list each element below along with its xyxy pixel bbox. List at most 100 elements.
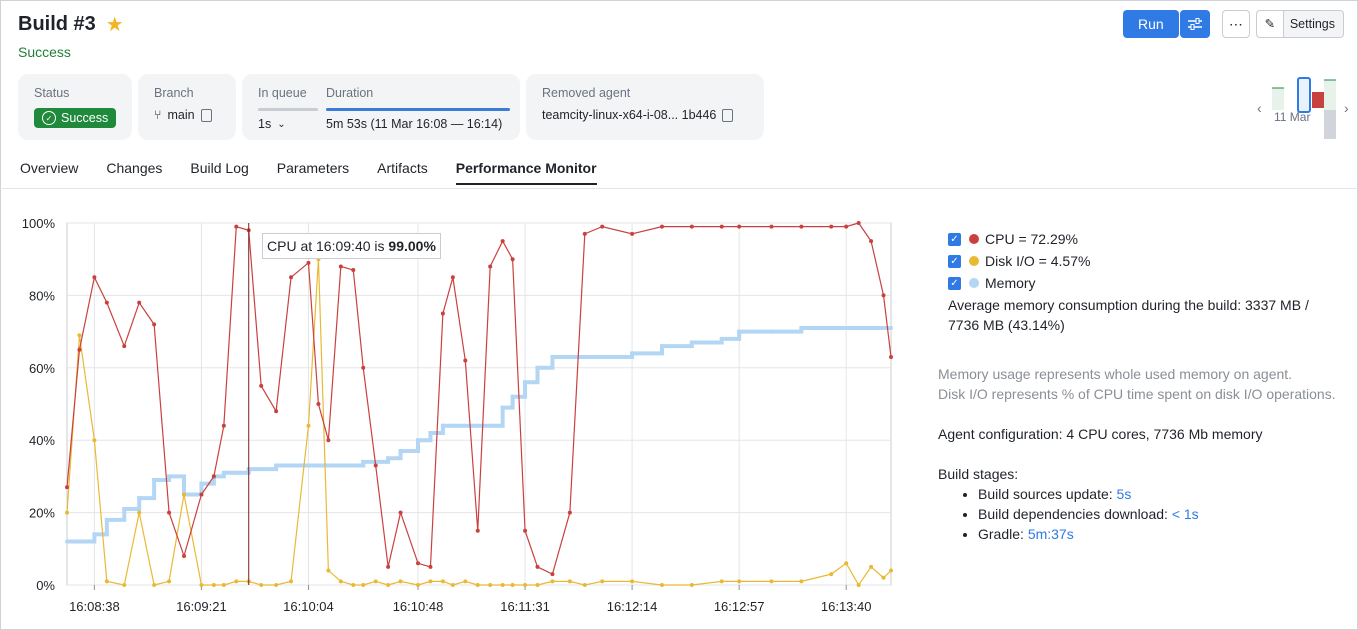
status-card: Status ✓ Success [18, 74, 132, 140]
cpu-point [167, 510, 172, 515]
cpu-point [523, 528, 528, 533]
memory-point [844, 325, 849, 330]
disk-io-point [386, 583, 391, 587]
cpu-point [428, 564, 433, 569]
copy-icon[interactable] [200, 108, 212, 122]
cpu-point [769, 224, 774, 229]
stage-duration-link[interactable]: 5s [1116, 486, 1132, 502]
toolbar: Run ⋯ ✎ Settings [1122, 10, 1344, 38]
x-tick-label: 16:12:14 [607, 599, 658, 614]
x-tick-label: 16:10:48 [393, 599, 444, 614]
cpu-point [550, 572, 555, 577]
cpu-point [234, 224, 239, 229]
queue-value[interactable]: 1s [258, 117, 272, 131]
cpu-dot-icon [969, 234, 979, 244]
checkbox-icon[interactable]: ✓ [948, 232, 961, 246]
branch-value[interactable]: main [167, 108, 195, 122]
disk-io-point [567, 579, 572, 584]
disk-io-point [737, 579, 742, 584]
tab-performance-monitor[interactable]: Performance Monitor [455, 160, 597, 185]
memory-point [567, 354, 572, 359]
tab-bar: Overview Changes Build Log Parameters Artifa… [20, 160, 625, 185]
cpu-point [799, 224, 804, 229]
cpu-point [659, 224, 664, 229]
memory-point [428, 430, 433, 435]
checkbox-icon[interactable]: ✓ [948, 254, 961, 268]
agent-value[interactable]: teamcity-linux-x64-i-08... 1b446 [542, 108, 717, 122]
memory-point [689, 340, 694, 345]
disk-dot-icon [969, 256, 979, 266]
disk-io-point [77, 333, 82, 338]
legend-cpu[interactable]: ✓ CPU = 72.29% [948, 228, 1343, 250]
memory-point [361, 459, 366, 464]
run-options-button[interactable] [1179, 10, 1210, 38]
disk-io-point [799, 579, 804, 584]
cpu-point [881, 293, 886, 298]
more-options-button[interactable]: ⋯ [1221, 10, 1250, 38]
x-tick-label: 16:12:57 [714, 599, 765, 614]
disk-io-point [844, 561, 849, 566]
disk-io-point [769, 579, 774, 584]
disk-io-point [306, 423, 311, 428]
cpu-point [844, 224, 849, 229]
settings-button[interactable]: ✎ Settings [1255, 10, 1344, 38]
copy-icon[interactable] [722, 108, 734, 122]
build-history-mini-chart: ‹ › 11 Mar [1254, 74, 1354, 144]
cpu-point [152, 322, 157, 327]
memory-point [306, 463, 311, 468]
cpu-point [316, 402, 321, 406]
disk-io-point [600, 579, 605, 584]
memory-point [326, 463, 331, 468]
memory-point [600, 354, 605, 359]
disk-io-point [199, 583, 204, 587]
stage-duration-link[interactable]: 5m:37s [1027, 526, 1074, 542]
cpu-point [463, 358, 468, 363]
disk-io-point [167, 579, 172, 584]
disk-io-point [550, 579, 555, 584]
memory-point [769, 329, 774, 334]
cpu-point [373, 463, 378, 468]
cpu-point [274, 409, 279, 414]
disk-io-point [500, 583, 505, 587]
star-icon[interactable]: ★ [105, 14, 124, 36]
memory-series-line [67, 325, 891, 544]
cpu-point [65, 485, 69, 490]
ellipsis-icon: ⋯ [1228, 15, 1243, 32]
cpu-point [289, 275, 294, 280]
tab-changes[interactable]: Changes [106, 160, 163, 176]
timing-card: In queue 1s ⌄ Duration 5m 53s (11 Mar 16:… [242, 74, 520, 140]
chart-notes: Memory usage represents whole used memor… [938, 364, 1336, 404]
disk-io-point [92, 438, 97, 443]
tab-overview[interactable]: Overview [20, 160, 79, 176]
disk-io-point [856, 583, 861, 587]
cpu-point [104, 300, 109, 305]
disk-io-point [881, 575, 886, 580]
prev-arrow-icon[interactable]: ‹ [1257, 100, 1262, 116]
x-tick-label: 16:13:40 [821, 599, 872, 614]
tab-build-log[interactable]: Build Log [190, 160, 249, 176]
disk-io-point [289, 579, 294, 584]
y-tick-label: 40% [29, 433, 55, 448]
tab-artifacts[interactable]: Artifacts [377, 160, 428, 176]
stage-duration-link[interactable]: < 1s [1171, 506, 1199, 522]
tab-parameters[interactable]: Parameters [276, 160, 350, 176]
memory-point [869, 325, 874, 330]
run-button[interactable]: Run [1122, 10, 1179, 38]
memory-point [416, 438, 421, 443]
stage-list: Build sources update: 5sBuild dependenci… [938, 484, 1199, 544]
memory-point [386, 456, 391, 461]
mini-chart-date: 11 Mar [1274, 110, 1311, 124]
legend-disk[interactable]: ✓ Disk I/O = 4.57% [948, 250, 1343, 272]
memory-point [440, 423, 445, 428]
branch-label: Branch [154, 86, 194, 100]
memory-point [398, 449, 403, 454]
checkbox-icon[interactable]: ✓ [948, 276, 961, 290]
cpu-point [137, 300, 142, 305]
chart-legend: ✓ CPU = 72.29% ✓ Disk I/O = 4.57% ✓ Memory … [948, 228, 1343, 335]
legend-memory[interactable]: ✓ Memory [948, 272, 1343, 294]
cpu-point [386, 564, 391, 569]
prev-arrow-icon-2[interactable]: › [1344, 100, 1349, 116]
stage-label: Build sources update: [978, 486, 1117, 502]
avg-memory-text: Average memory consumption during the bu… [948, 297, 1309, 333]
memory-point [199, 481, 204, 486]
